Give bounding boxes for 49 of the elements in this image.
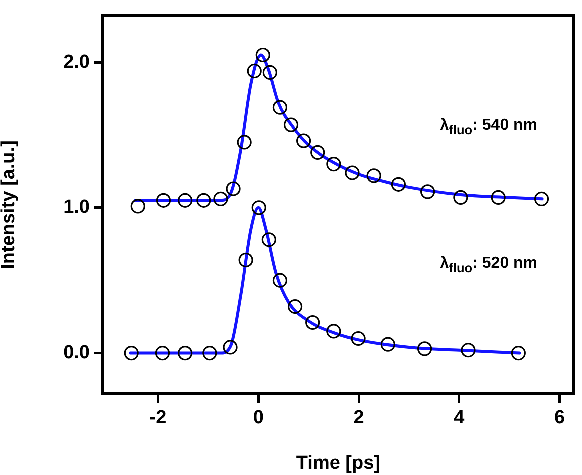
point [130,199,146,214]
point [351,331,366,346]
point [420,184,436,200]
point [418,342,432,356]
point [155,346,170,361]
point [237,135,252,150]
point [272,273,288,288]
point [226,182,241,196]
point [262,232,276,248]
point [262,65,278,80]
point [256,48,270,63]
point [534,192,550,206]
x-tick-label: 4 [454,408,466,429]
point [214,192,228,206]
point [366,168,382,184]
point [284,118,299,132]
point [178,193,193,208]
point [306,315,320,330]
x-tick-label: 2 [354,408,364,429]
point [178,346,193,361]
x-tick-label: -2 [150,408,167,429]
point [202,346,218,361]
point [288,299,303,314]
point [124,346,139,361]
point [511,346,526,361]
x-tick-label: 0 [253,408,264,429]
point [223,340,238,355]
point [310,145,326,160]
point [196,193,212,208]
point [491,190,506,206]
y-tick-label: 1.0 [64,197,90,218]
point [326,324,342,339]
y-tick-label: 0.0 [64,342,90,364]
point [272,100,288,115]
point [391,177,406,192]
point [296,134,312,148]
point [156,193,172,208]
x-tick-label: 6 [554,408,566,429]
point [380,337,396,352]
point [326,156,342,172]
point [345,166,360,180]
point [247,64,262,79]
point [252,200,266,216]
point [461,343,476,358]
y-tick-label: 2.0 [64,52,90,73]
point [238,252,254,268]
point [454,190,468,206]
y-axis-title: Intensity [a.u.] [0,140,20,270]
x-axis-title: Time [ps] [296,452,381,474]
